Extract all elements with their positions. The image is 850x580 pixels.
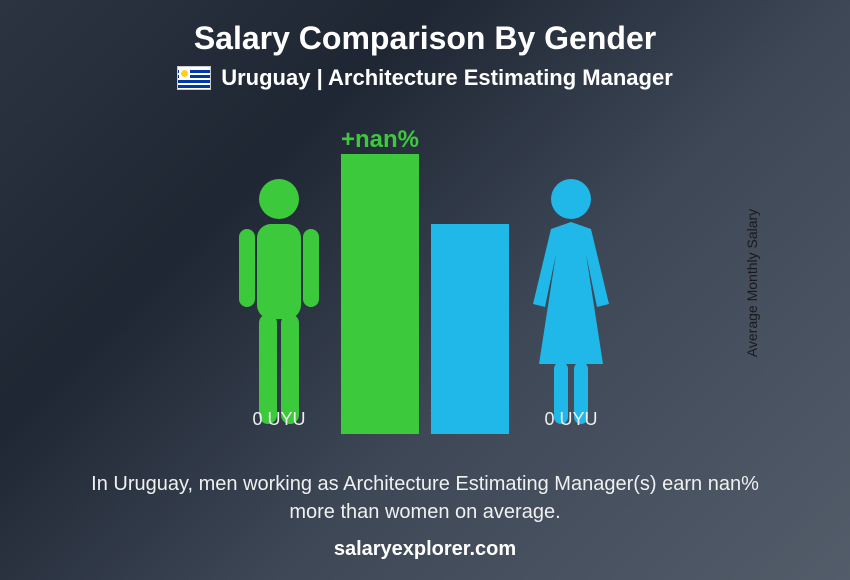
caption-text: In Uruguay, men working as Architecture … <box>70 470 780 526</box>
subtitle-row: Uruguay | Architecture Estimating Manage… <box>177 65 673 91</box>
men-label: MEN <box>358 407 402 430</box>
subtitle-text: Uruguay | Architecture Estimating Manage… <box>221 65 673 91</box>
female-icon <box>521 174 621 434</box>
pct-diff-label: +nan% <box>341 126 419 154</box>
female-figure: 0 UYU <box>521 174 621 434</box>
men-bar <box>341 154 419 434</box>
women-bar-col: WOMEN <box>431 224 509 434</box>
y-axis-label: Average Monthly Salary <box>744 208 760 356</box>
chart-area: Average Monthly Salary 0 UYU +nan% MEN W… <box>30 101 820 464</box>
footer-source: salaryexplorer.com <box>334 538 516 561</box>
women-value-label: 0 UYU <box>544 409 597 430</box>
men-value-label: 0 UYU <box>252 409 305 430</box>
page-title: Salary Comparison By Gender <box>194 20 656 57</box>
women-bar <box>431 224 509 434</box>
women-label: WOMEN <box>431 407 510 430</box>
infographic-root: Salary Comparison By Gender Uruguay | Ar… <box>0 0 850 580</box>
uruguay-flag-icon <box>177 66 211 90</box>
male-figure: 0 UYU <box>229 174 329 434</box>
male-icon <box>229 174 329 434</box>
men-bar-col: +nan% MEN <box>341 154 419 434</box>
